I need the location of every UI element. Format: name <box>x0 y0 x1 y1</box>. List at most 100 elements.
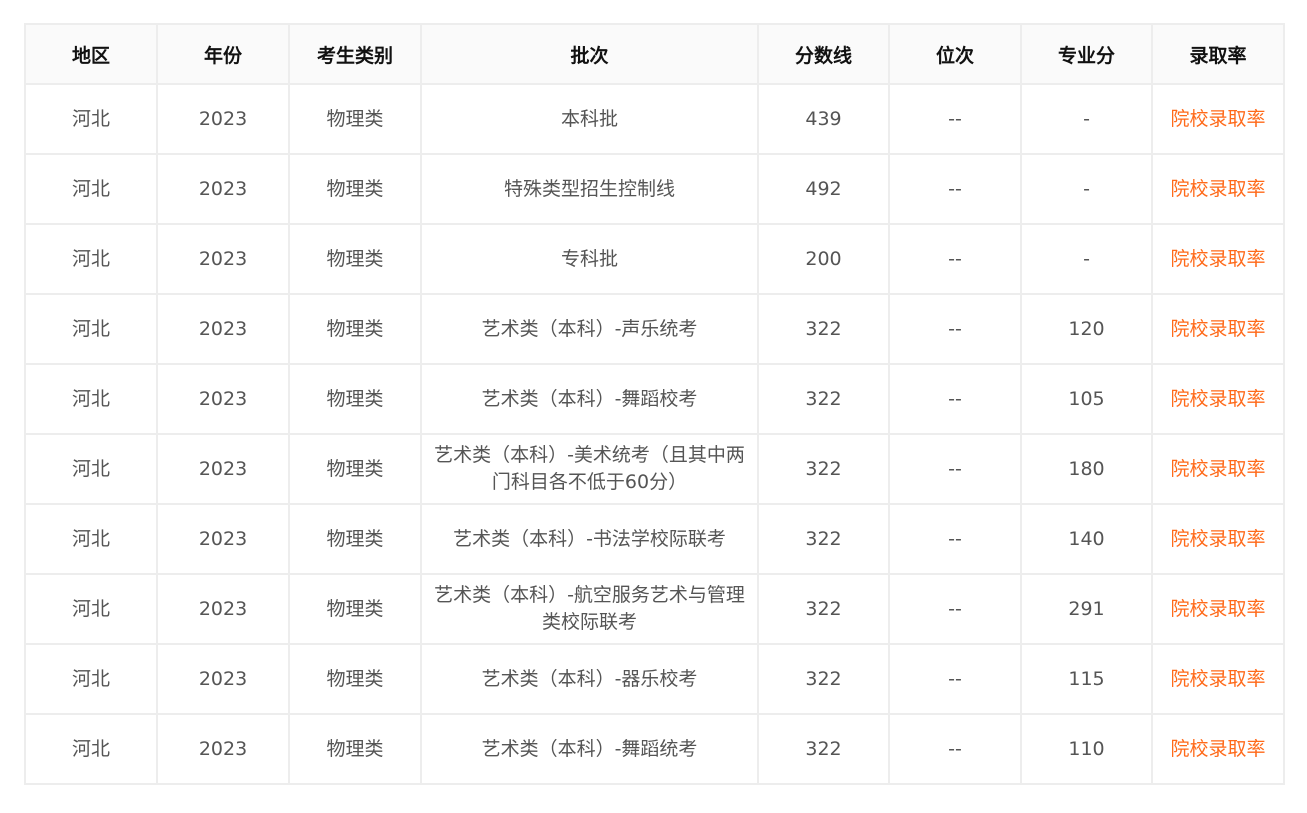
cell-year: 2023 <box>156 153 290 225</box>
admission-rate-link[interactable]: 院校录取率 <box>1151 83 1285 155</box>
cell-category: 物理类 <box>288 83 422 155</box>
cell-batch: 艺术类（本科）-器乐校考 <box>420 643 759 715</box>
header-region: 地区 <box>24 23 158 85</box>
admission-rate-link[interactable]: 院校录取率 <box>1151 573 1285 645</box>
table-row: 河北 2023 物理类 艺术类（本科）-器乐校考 322 -- 115 院校录取率 <box>24 643 1285 715</box>
cell-batch: 艺术类（本科）-美术统考（且其中两门科目各不低于60分） <box>420 433 759 505</box>
cell-region: 河北 <box>24 223 158 295</box>
cell-rank: -- <box>888 503 1022 575</box>
cell-category: 物理类 <box>288 153 422 225</box>
cell-category: 物理类 <box>288 643 422 715</box>
cell-rank: -- <box>888 83 1022 155</box>
cell-rank: -- <box>888 713 1022 785</box>
admission-rate-link[interactable]: 院校录取率 <box>1151 223 1285 295</box>
table-row: 河北 2023 物理类 艺术类（本科）-美术统考（且其中两门科目各不低于60分） 322… <box>24 433 1285 505</box>
cell-major-score: 140 <box>1020 503 1153 575</box>
table-row: 河北 2023 物理类 特殊类型招生控制线 492 -- - 院校录取率 <box>24 153 1285 225</box>
admission-rate-link[interactable]: 院校录取率 <box>1151 503 1285 575</box>
header-admission-rate: 录取率 <box>1151 23 1285 85</box>
cell-region: 河北 <box>24 643 158 715</box>
cell-score: 322 <box>757 293 890 365</box>
cell-year: 2023 <box>156 713 290 785</box>
cell-category: 物理类 <box>288 433 422 505</box>
cell-major-score: 291 <box>1020 573 1153 645</box>
table-row: 河北 2023 物理类 艺术类（本科）-航空服务艺术与管理类校际联考 322 -- 291 院… <box>24 573 1285 645</box>
table-row: 河北 2023 物理类 艺术类（本科）-舞蹈校考 322 -- 105 院校录取率 <box>24 363 1285 435</box>
cell-year: 2023 <box>156 223 290 295</box>
cell-rank: -- <box>888 573 1022 645</box>
cell-region: 河北 <box>24 433 158 505</box>
table-row: 河北 2023 物理类 本科批 439 -- - 院校录取率 <box>24 83 1285 155</box>
cell-category: 物理类 <box>288 363 422 435</box>
admission-rate-link[interactable]: 院校录取率 <box>1151 153 1285 225</box>
cell-score: 492 <box>757 153 890 225</box>
cell-batch: 专科批 <box>420 223 759 295</box>
table-row: 河北 2023 物理类 艺术类（本科）-声乐统考 322 -- 120 院校录取率 <box>24 293 1285 365</box>
cell-category: 物理类 <box>288 713 422 785</box>
score-line-table: 地区 年份 考生类别 批次 分数线 位次 专业分 录取率 河北 2023 物理类 本科批 439 -- -… <box>24 23 1285 785</box>
cell-region: 河北 <box>24 503 158 575</box>
table-row: 河北 2023 物理类 专科批 200 -- - 院校录取率 <box>24 223 1285 295</box>
cell-major-score: 110 <box>1020 713 1153 785</box>
cell-year: 2023 <box>156 503 290 575</box>
cell-year: 2023 <box>156 363 290 435</box>
cell-score: 322 <box>757 573 890 645</box>
table-row: 河北 2023 物理类 艺术类（本科）-舞蹈统考 322 -- 110 院校录取率 <box>24 713 1285 785</box>
header-batch: 批次 <box>420 23 759 85</box>
admission-rate-link[interactable]: 院校录取率 <box>1151 643 1285 715</box>
cell-major-score: 180 <box>1020 433 1153 505</box>
cell-batch: 艺术类（本科）-声乐统考 <box>420 293 759 365</box>
cell-batch: 本科批 <box>420 83 759 155</box>
cell-score: 439 <box>757 83 890 155</box>
cell-region: 河北 <box>24 713 158 785</box>
cell-year: 2023 <box>156 433 290 505</box>
cell-category: 物理类 <box>288 573 422 645</box>
cell-score: 322 <box>757 713 890 785</box>
cell-score: 322 <box>757 643 890 715</box>
cell-major-score: 120 <box>1020 293 1153 365</box>
cell-major-score: - <box>1020 223 1153 295</box>
cell-year: 2023 <box>156 293 290 365</box>
cell-score: 322 <box>757 433 890 505</box>
cell-region: 河北 <box>24 573 158 645</box>
table-header-row: 地区 年份 考生类别 批次 分数线 位次 专业分 录取率 <box>24 23 1285 85</box>
header-score: 分数线 <box>757 23 890 85</box>
cell-category: 物理类 <box>288 293 422 365</box>
cell-region: 河北 <box>24 363 158 435</box>
header-year: 年份 <box>156 23 290 85</box>
cell-major-score: 105 <box>1020 363 1153 435</box>
cell-batch: 艺术类（本科）-舞蹈统考 <box>420 713 759 785</box>
header-category: 考生类别 <box>288 23 422 85</box>
cell-region: 河北 <box>24 83 158 155</box>
admission-rate-link[interactable]: 院校录取率 <box>1151 433 1285 505</box>
cell-rank: -- <box>888 153 1022 225</box>
cell-category: 物理类 <box>288 223 422 295</box>
cell-category: 物理类 <box>288 503 422 575</box>
cell-batch: 特殊类型招生控制线 <box>420 153 759 225</box>
cell-major-score: 115 <box>1020 643 1153 715</box>
cell-major-score: - <box>1020 153 1153 225</box>
admission-rate-link[interactable]: 院校录取率 <box>1151 363 1285 435</box>
cell-rank: -- <box>888 223 1022 295</box>
cell-batch: 艺术类（本科）-航空服务艺术与管理类校际联考 <box>420 573 759 645</box>
cell-year: 2023 <box>156 573 290 645</box>
admission-rate-link[interactable]: 院校录取率 <box>1151 713 1285 785</box>
header-rank: 位次 <box>888 23 1022 85</box>
cell-major-score: - <box>1020 83 1153 155</box>
cell-score: 322 <box>757 503 890 575</box>
cell-rank: -- <box>888 433 1022 505</box>
cell-rank: -- <box>888 293 1022 365</box>
cell-year: 2023 <box>156 83 290 155</box>
header-major-score: 专业分 <box>1020 23 1153 85</box>
cell-region: 河北 <box>24 153 158 225</box>
cell-rank: -- <box>888 363 1022 435</box>
cell-rank: -- <box>888 643 1022 715</box>
cell-score: 200 <box>757 223 890 295</box>
table-row: 河北 2023 物理类 艺术类（本科）-书法学校际联考 322 -- 140 院校录取率 <box>24 503 1285 575</box>
cell-batch: 艺术类（本科）-舞蹈校考 <box>420 363 759 435</box>
admission-rate-link[interactable]: 院校录取率 <box>1151 293 1285 365</box>
cell-batch: 艺术类（本科）-书法学校际联考 <box>420 503 759 575</box>
cell-region: 河北 <box>24 293 158 365</box>
cell-year: 2023 <box>156 643 290 715</box>
cell-score: 322 <box>757 363 890 435</box>
